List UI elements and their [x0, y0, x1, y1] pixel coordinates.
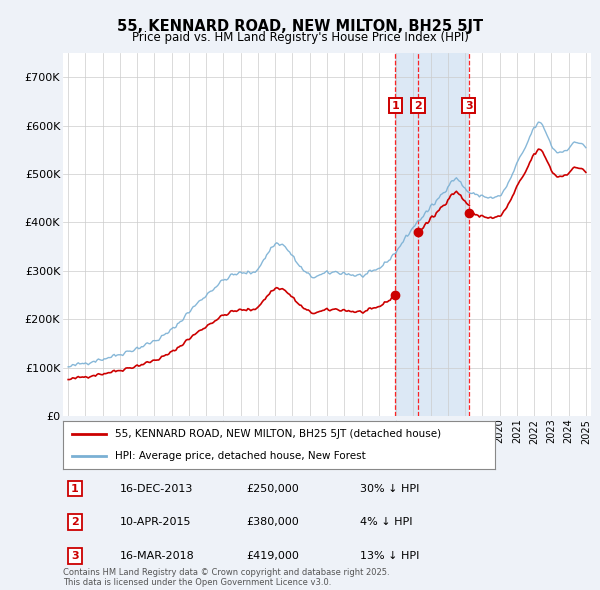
Text: 10-APR-2015: 10-APR-2015 [120, 517, 191, 527]
Text: 2: 2 [414, 101, 422, 111]
Bar [418, 53, 469, 416]
Text: 4% ↓ HPI: 4% ↓ HPI [360, 517, 413, 527]
Text: 2: 2 [71, 517, 79, 527]
Text: 1: 1 [71, 484, 79, 493]
Text: 1: 1 [391, 101, 399, 111]
Text: Price paid vs. HM Land Registry's House Price Index (HPI): Price paid vs. HM Land Registry's House … [131, 31, 469, 44]
Text: £419,000: £419,000 [246, 551, 299, 560]
Text: 30% ↓ HPI: 30% ↓ HPI [360, 484, 419, 493]
Text: £250,000: £250,000 [246, 484, 299, 493]
Text: 13% ↓ HPI: 13% ↓ HPI [360, 551, 419, 560]
Text: 55, KENNARD ROAD, NEW MILTON, BH25 5JT: 55, KENNARD ROAD, NEW MILTON, BH25 5JT [117, 19, 483, 34]
Text: HPI: Average price, detached house, New Forest: HPI: Average price, detached house, New … [115, 451, 365, 461]
Text: 55, KENNARD ROAD, NEW MILTON, BH25 5JT (detached house): 55, KENNARD ROAD, NEW MILTON, BH25 5JT (… [115, 429, 441, 439]
Text: £380,000: £380,000 [246, 517, 299, 527]
Bar [395, 53, 418, 416]
Text: Contains HM Land Registry data © Crown copyright and database right 2025.
This d: Contains HM Land Registry data © Crown c… [63, 568, 389, 587]
Text: 16-MAR-2018: 16-MAR-2018 [120, 551, 195, 560]
Text: 3: 3 [71, 551, 79, 560]
Text: 16-DEC-2013: 16-DEC-2013 [120, 484, 193, 493]
Text: 3: 3 [465, 101, 472, 111]
